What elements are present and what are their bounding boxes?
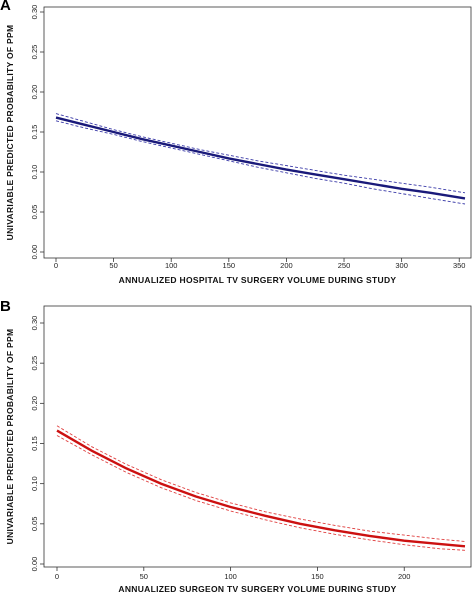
x-tick-label: 50 — [109, 261, 117, 270]
x-tick-label: 250 — [338, 261, 351, 270]
y-tick-label: 0.10 — [30, 476, 39, 491]
y-tick-label: 0.00 — [30, 557, 39, 572]
y-tick-label: 0.05 — [30, 517, 39, 532]
y-tick-label: 0.20 — [30, 85, 39, 100]
y-tick-label: 0.00 — [30, 245, 39, 260]
y-tick-label: 0.05 — [30, 205, 39, 220]
chart-b: 0.00 0.05 0.10 0.15 0.20 0.25 0.30 0 50 100 150 200… — [5, 305, 472, 594]
estimate-line — [56, 429, 466, 548]
ci-upper-line — [55, 113, 466, 194]
y-tick-label: 0.30 — [30, 5, 39, 20]
panel-label-a: A — [0, 0, 11, 14]
x-axis-title: ANNUALIZED HOSPITAL TV SURGERY VOLUME DU… — [119, 275, 397, 285]
x-tick-label: 100 — [224, 572, 237, 581]
ci-lower-line — [55, 120, 466, 205]
plot-frame — [43, 305, 472, 568]
x-tick-label: 0 — [55, 572, 59, 581]
y-tick-label: 0.25 — [30, 45, 39, 60]
y-tick-label: 0.25 — [30, 356, 39, 371]
y-tick-label: 0.20 — [30, 396, 39, 411]
y-axis-title: UNIVARIABLE PREDICTED PROBABILITY OF PPM — [5, 25, 15, 241]
chart-a: 0.00 0.05 0.10 0.15 0.20 0.25 0.30 0 50 100 150 200… — [5, 5, 472, 285]
x-tick-label: 150 — [311, 572, 324, 581]
x-tick-label: 200 — [280, 261, 293, 270]
x-tick-label: 350 — [453, 261, 466, 270]
x-tick-label: 200 — [398, 572, 411, 581]
plot-frame — [43, 6, 472, 259]
x-axis-title: ANNUALIZED SURGEON TV SURGERY VOLUME DUR… — [118, 584, 396, 594]
ci-lower-line — [56, 435, 466, 551]
x-tick-label: 50 — [140, 572, 148, 581]
y-tick-label: 0.30 — [30, 316, 39, 331]
estimate-line — [55, 116, 466, 200]
x-tick-label: 100 — [165, 261, 178, 270]
y-tick-label: 0.15 — [30, 436, 39, 451]
y-axis-title: UNIVARIABLE PREDICTED PROBABILITY OF PPM — [5, 329, 15, 545]
ci-upper-line — [56, 425, 466, 542]
x-tick-label: 0 — [54, 261, 58, 270]
x-tick-label: 300 — [395, 261, 408, 270]
x-tick-label: 150 — [223, 261, 236, 270]
y-tick-label: 0.10 — [30, 165, 39, 180]
panel-label-b: B — [0, 298, 11, 315]
y-tick-label: 0.15 — [30, 125, 39, 140]
